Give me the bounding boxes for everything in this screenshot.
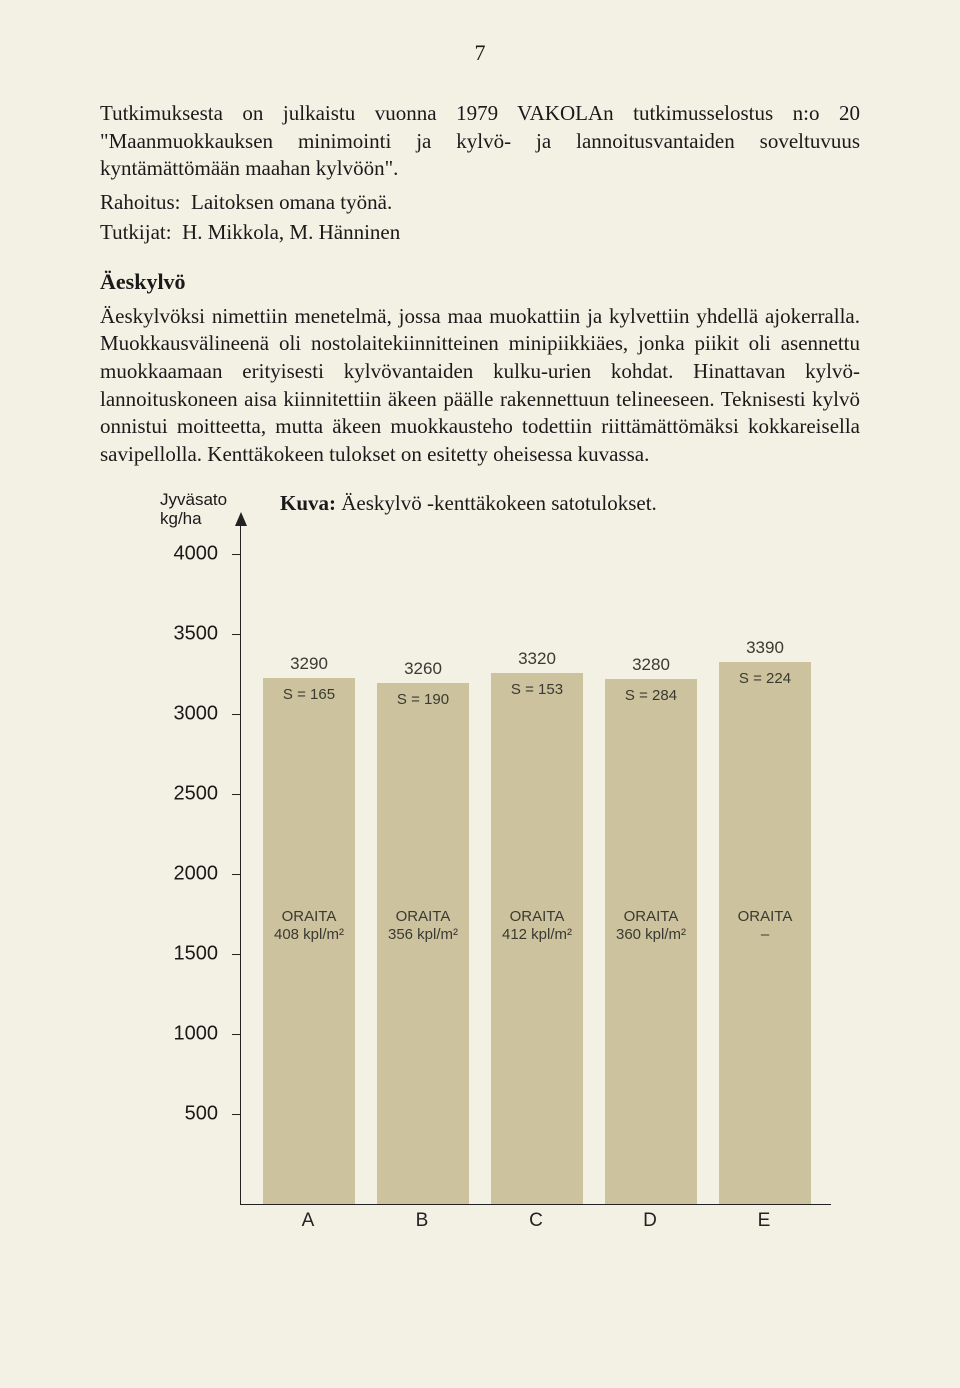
bar-s-label: S = 165 bbox=[263, 686, 355, 703]
chart-header-row: Jyväsato kg/ha Kuva: Äeskylvö -kenttäkok… bbox=[160, 491, 860, 528]
page: 7 Tutkimuksesta on julkaistu vuonna 1979… bbox=[0, 0, 960, 1388]
bar-oraita-label: ORAITA360 kpl/m² bbox=[605, 908, 697, 944]
x-axis-labels: A B C D E bbox=[240, 1210, 830, 1240]
x-tick-label: D bbox=[643, 1210, 657, 1232]
y-tick-label: 1500 bbox=[174, 943, 219, 966]
x-tick-label: E bbox=[758, 1210, 771, 1232]
chart-caption: Kuva: Äeskylvö -kenttäkokeen satotulokse… bbox=[280, 491, 657, 516]
paragraph-intro: Tutkimuksesta on julkaistu vuonna 1979 V… bbox=[100, 100, 860, 183]
bar-oraita-line1: ORAITA bbox=[605, 908, 697, 926]
funding-line: Rahoitus: Laitoksen omana työnä. bbox=[100, 189, 860, 217]
page-number: 7 bbox=[100, 40, 860, 66]
y-tick-label: 2500 bbox=[174, 783, 219, 806]
y-tick-label: 3500 bbox=[174, 623, 219, 646]
bar-oraita-line1: ORAITA bbox=[377, 908, 469, 926]
y-axis-title-line1: Jyväsato bbox=[160, 490, 227, 509]
bar-oraita-line2: 360 kpl/m² bbox=[605, 926, 697, 944]
y-tick-label: 1000 bbox=[174, 1023, 219, 1046]
y-tick-mark bbox=[232, 634, 240, 635]
plot-area: 3290S = 165ORAITA408 kpl/m²3260S = 190OR… bbox=[240, 524, 831, 1205]
bar-value-label: 3320 bbox=[491, 649, 583, 669]
bar-oraita-label: ORAITA408 kpl/m² bbox=[263, 908, 355, 944]
y-axis-ticks: 4000 3500 3000 2500 2000 1500 1000 500 bbox=[160, 524, 230, 1244]
bar: 3280S = 284ORAITA360 kpl/m² bbox=[605, 679, 697, 1204]
bar-oraita-line2: 356 kpl/m² bbox=[377, 926, 469, 944]
bar-oraita-line1: ORAITA bbox=[719, 908, 811, 926]
y-tick-label: 500 bbox=[185, 1103, 218, 1126]
y-tick-label: 2000 bbox=[174, 863, 219, 886]
bar-s-label: S = 284 bbox=[605, 687, 697, 704]
bar: 3260S = 190ORAITA356 kpl/m² bbox=[377, 683, 469, 1205]
bar-value-label: 3260 bbox=[377, 659, 469, 679]
x-tick-label: A bbox=[302, 1210, 315, 1232]
section-heading: Äeskylvö bbox=[100, 269, 860, 295]
chart-caption-text: Äeskylvö -kenttäkokeen satotulokset. bbox=[336, 491, 657, 515]
bar-s-label: S = 190 bbox=[377, 691, 469, 708]
bar-oraita-line2: 412 kpl/m² bbox=[491, 926, 583, 944]
x-tick-label: B bbox=[416, 1210, 429, 1232]
chart-caption-prefix: Kuva: bbox=[280, 491, 336, 515]
bar-s-label: S = 224 bbox=[719, 670, 811, 687]
bar: 3320S = 153ORAITA412 kpl/m² bbox=[491, 673, 583, 1204]
y-tick-label: 3000 bbox=[174, 703, 219, 726]
bar: 3390S = 224ORAITA– bbox=[719, 662, 811, 1204]
bar-s-label: S = 153 bbox=[491, 681, 583, 698]
chart-area: 4000 3500 3000 2500 2000 1500 1000 500 3290 S = … bbox=[160, 524, 860, 1244]
bar-value-label: 3390 bbox=[719, 638, 811, 658]
y-tick-mark bbox=[232, 874, 240, 875]
paragraph-body: Äeskylvöksi nimettiin menetelmä, jossa m… bbox=[100, 303, 860, 469]
y-tick-mark bbox=[232, 1114, 240, 1115]
bar-value-label: 3290 bbox=[263, 654, 355, 674]
bar-value-label: 3280 bbox=[605, 655, 697, 675]
x-tick-label: C bbox=[529, 1210, 543, 1232]
bar-oraita-label: ORAITA412 kpl/m² bbox=[491, 908, 583, 944]
y-tick-mark bbox=[232, 554, 240, 555]
y-tick-mark bbox=[232, 794, 240, 795]
y-tick-mark bbox=[232, 1034, 240, 1035]
y-axis-title: Jyväsato kg/ha bbox=[160, 491, 240, 528]
y-tick-label: 4000 bbox=[174, 543, 219, 566]
researchers-line: Tutkijat: H. Mikkola, M. Hänninen bbox=[100, 219, 860, 247]
bar-oraita-line2: 408 kpl/m² bbox=[263, 926, 355, 944]
bar-oraita-line1: ORAITA bbox=[263, 908, 355, 926]
bars-container: 3290S = 165ORAITA408 kpl/m²3260S = 190OR… bbox=[241, 524, 831, 1204]
bar-oraita-label: ORAITA– bbox=[719, 908, 811, 944]
bar: 3290S = 165ORAITA408 kpl/m² bbox=[263, 678, 355, 1204]
chart-block: Jyväsato kg/ha Kuva: Äeskylvö -kenttäkok… bbox=[160, 491, 860, 1244]
bar-oraita-label: ORAITA356 kpl/m² bbox=[377, 908, 469, 944]
y-tick-mark bbox=[232, 714, 240, 715]
bar-oraita-line2: – bbox=[719, 926, 811, 944]
bar-oraita-line1: ORAITA bbox=[491, 908, 583, 926]
y-tick-mark bbox=[232, 954, 240, 955]
